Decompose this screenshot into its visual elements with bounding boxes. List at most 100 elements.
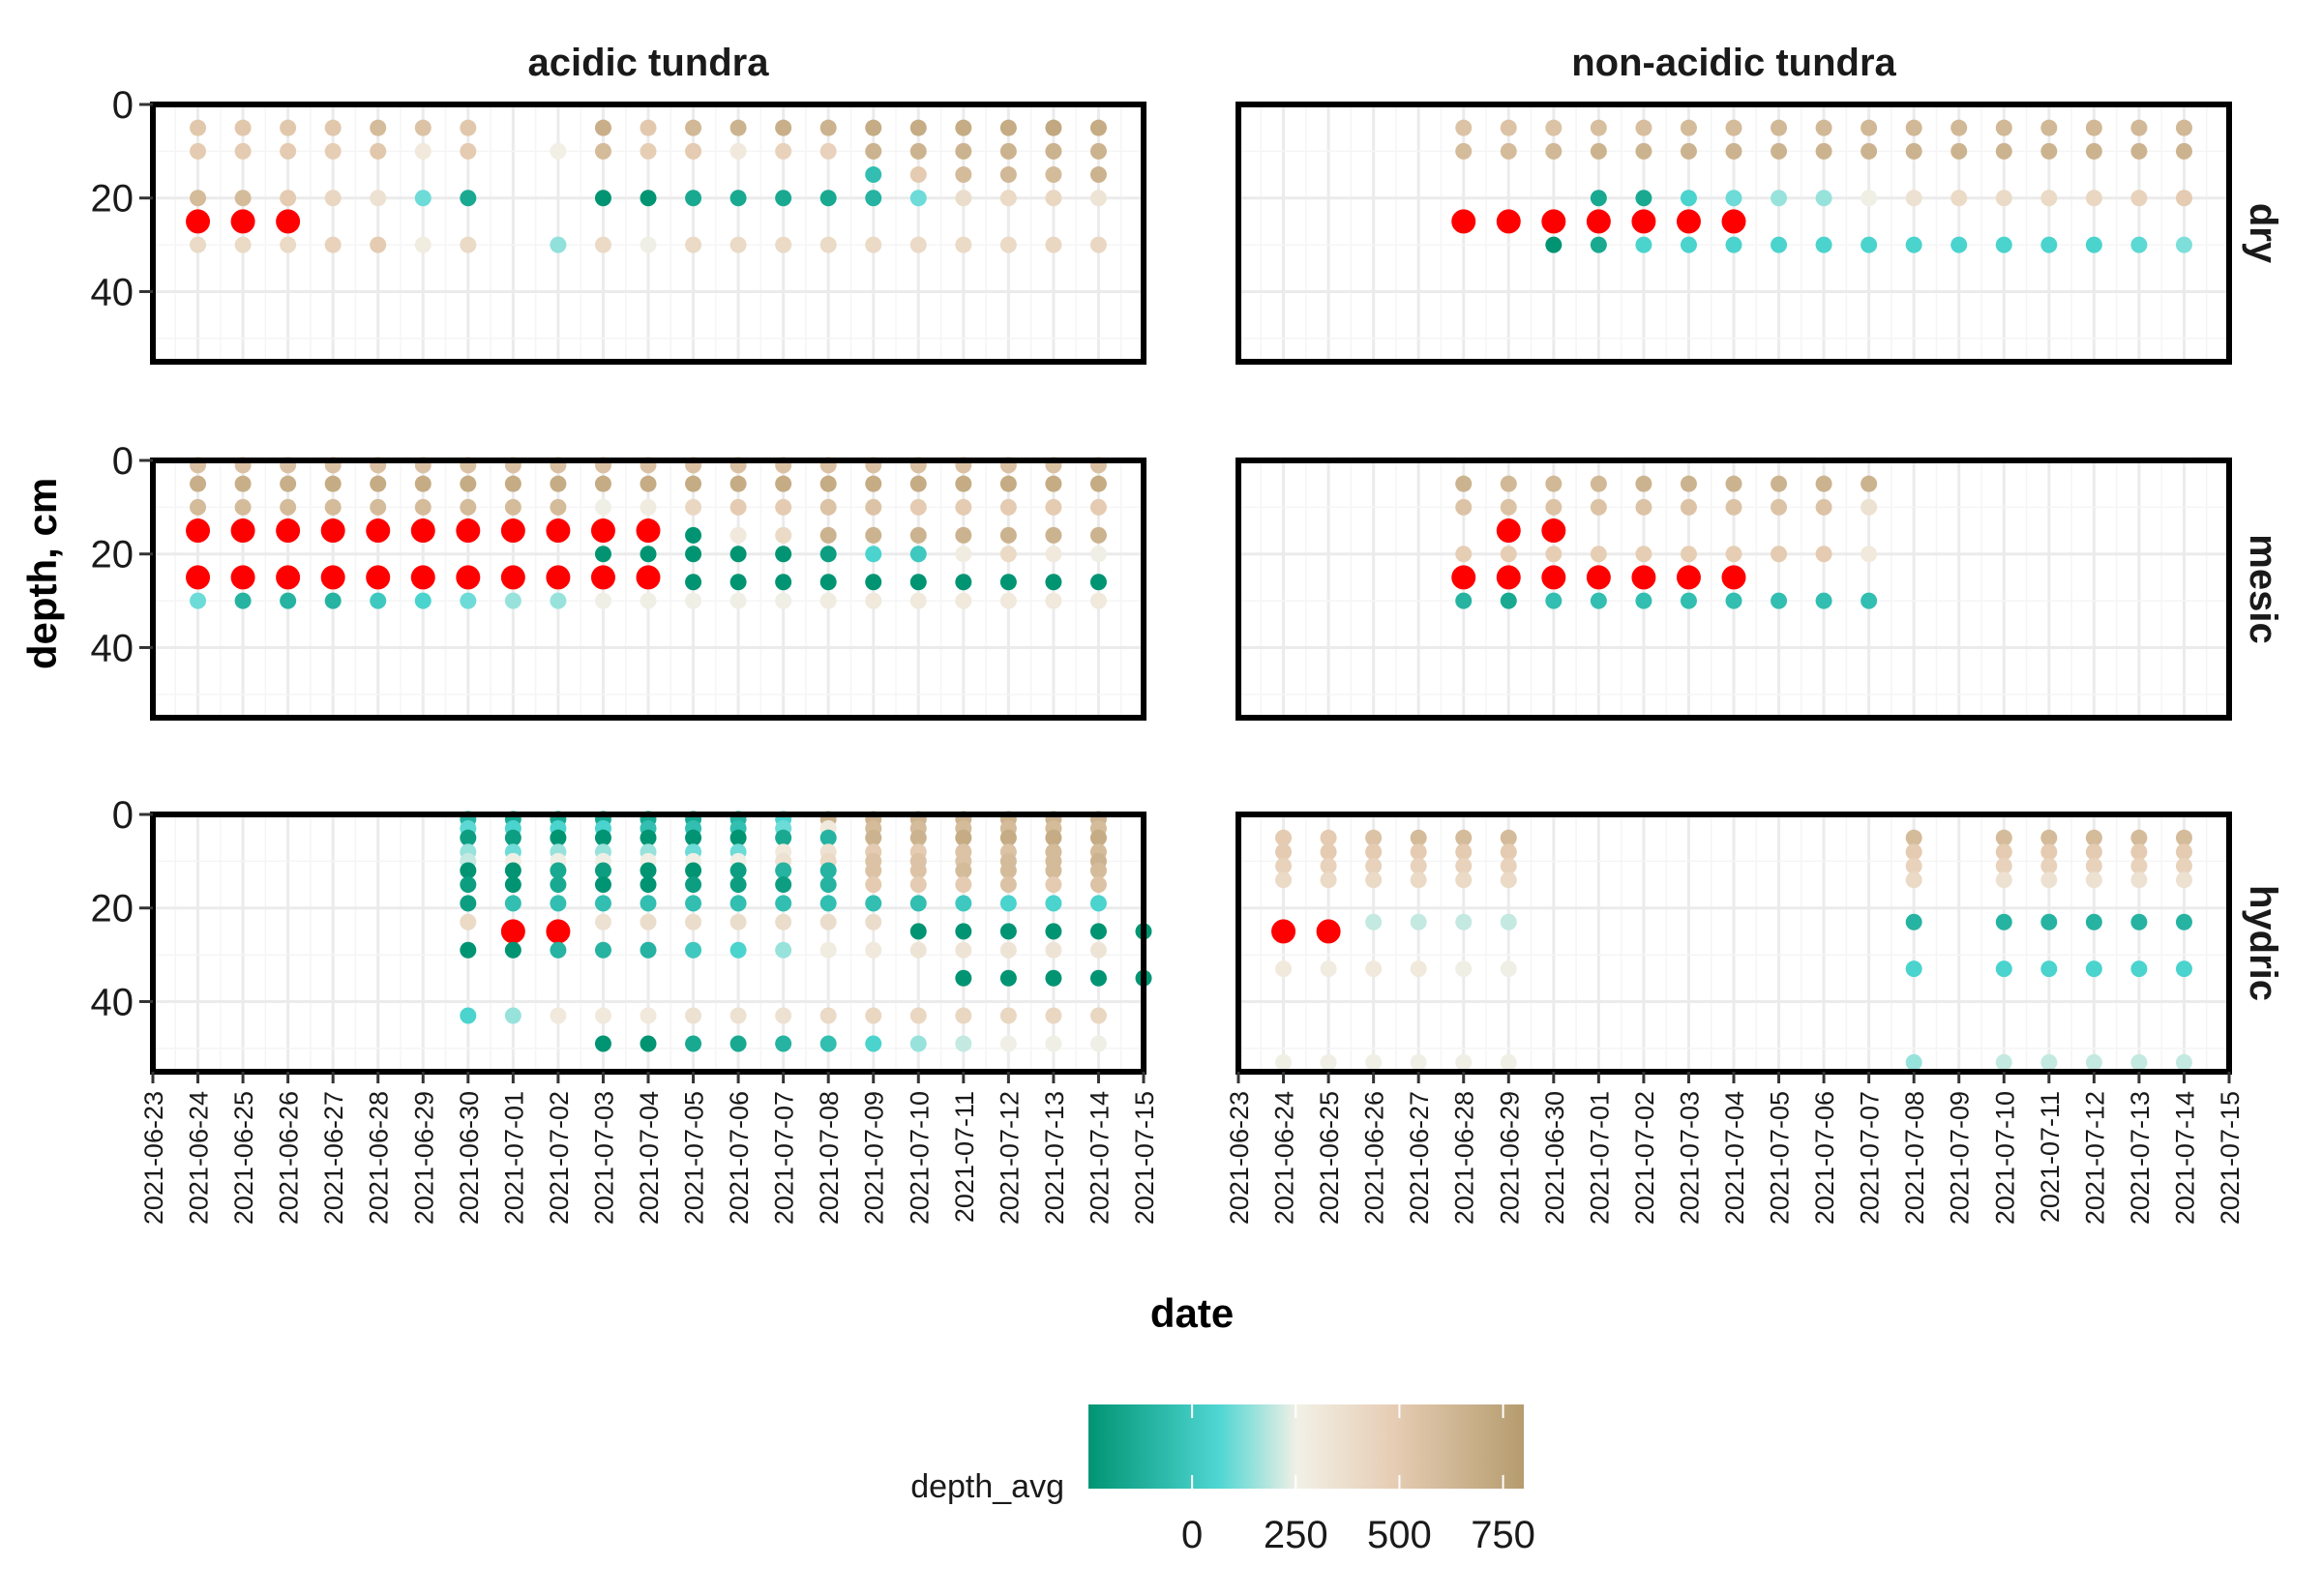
- data-point: [1275, 843, 1293, 861]
- data-point: [2085, 913, 2102, 931]
- panel-border: [1235, 102, 2232, 365]
- data-point: [1905, 961, 1922, 978]
- data-point: [909, 236, 927, 253]
- highlight-point: [1721, 209, 1746, 234]
- data-point: [1045, 236, 1062, 253]
- panels-layer: [150, 102, 2232, 1075]
- data-point: [1680, 546, 1697, 563]
- data-point: [370, 119, 387, 136]
- x-tick-label: 2021-06-27: [319, 1091, 348, 1225]
- data-point: [1861, 546, 1878, 563]
- data-point: [729, 862, 747, 879]
- data-point: [1320, 857, 1337, 874]
- data-point: [775, 895, 792, 912]
- data-point: [1410, 829, 1427, 846]
- data-point: [909, 546, 927, 563]
- data-point: [955, 923, 972, 940]
- data-point: [1455, 872, 1473, 889]
- data-point: [685, 862, 702, 879]
- x-tick-label: 2021-07-07: [1856, 1091, 1885, 1225]
- data-point: [2175, 857, 2192, 874]
- data-point: [1725, 119, 1742, 136]
- data-point: [685, 876, 702, 894]
- data-point: [1500, 872, 1517, 889]
- data-point: [2040, 857, 2058, 874]
- panel-points: [186, 457, 1107, 609]
- data-point: [1089, 969, 1107, 987]
- data-point: [2175, 1053, 2192, 1071]
- data-point: [594, 829, 611, 846]
- data-point: [1815, 142, 1832, 160]
- data-point: [1455, 857, 1473, 874]
- data-point: [2040, 913, 2058, 931]
- data-point: [999, 190, 1017, 207]
- data-point: [865, 592, 882, 609]
- data-point: [865, 829, 882, 846]
- data-point: [1045, 1007, 1062, 1024]
- highlight-point: [1496, 209, 1521, 234]
- data-point: [1995, 913, 2012, 931]
- data-point: [1725, 190, 1742, 207]
- data-point: [504, 862, 521, 879]
- data-point: [2085, 872, 2102, 889]
- x-tick-label: 2021-06-23: [1225, 1091, 1254, 1225]
- data-point: [460, 895, 477, 912]
- data-point: [594, 498, 611, 516]
- data-point: [1590, 142, 1607, 160]
- data-point: [594, 546, 611, 563]
- data-point: [2085, 843, 2102, 861]
- y-tick-label: 0: [112, 794, 134, 837]
- data-point: [999, 592, 1017, 609]
- data-point: [865, 546, 882, 563]
- highlight-point: [1541, 209, 1566, 234]
- data-point: [594, 1007, 611, 1024]
- data-point: [775, 546, 792, 563]
- data-point: [1861, 142, 1878, 160]
- data-point: [865, 475, 882, 492]
- data-point: [190, 475, 207, 492]
- highlight-point: [1541, 518, 1566, 544]
- x-tick-label: 2021-06-28: [365, 1091, 394, 1225]
- data-point: [999, 923, 1017, 940]
- data-point: [1410, 857, 1427, 874]
- x-tick-label: 2021-07-05: [1766, 1091, 1795, 1225]
- data-point: [504, 876, 521, 894]
- legend-tick-label: 0: [1181, 1514, 1203, 1556]
- data-point: [1905, 913, 1922, 931]
- highlight-point: [1451, 209, 1476, 234]
- data-point: [865, 895, 882, 912]
- data-point: [1365, 843, 1383, 861]
- data-point: [1275, 829, 1293, 846]
- data-point: [2130, 872, 2148, 889]
- data-point: [504, 941, 521, 959]
- data-point: [1320, 872, 1337, 889]
- data-point: [955, 119, 972, 136]
- data-point: [955, 166, 972, 184]
- data-point: [280, 119, 297, 136]
- data-point: [1455, 843, 1473, 861]
- data-point: [729, 498, 747, 516]
- data-point: [1905, 119, 1922, 136]
- x-tick-label: 2021-06-25: [229, 1091, 258, 1225]
- data-point: [685, 574, 702, 591]
- highlight-point: [186, 565, 211, 590]
- x-tick-label: 2021-07-14: [2170, 1091, 2199, 1225]
- axes-layer: acidic tundra non-acidic tundra dry mesic hy…: [91, 42, 2285, 1225]
- data-point: [2175, 843, 2192, 861]
- data-point: [775, 119, 792, 136]
- data-point: [370, 236, 387, 253]
- data-point: [234, 592, 252, 609]
- data-point: [955, 969, 972, 987]
- data-point: [1995, 1053, 2012, 1071]
- x-tick-label: 2021-07-06: [725, 1091, 754, 1225]
- data-point: [865, 1035, 882, 1052]
- data-point: [640, 829, 657, 846]
- legend-title: depth_avg: [910, 1468, 1064, 1505]
- data-point: [370, 592, 387, 609]
- data-point: [685, 498, 702, 516]
- data-point: [2085, 190, 2102, 207]
- data-point: [1089, 190, 1107, 207]
- highlight-point: [186, 518, 211, 544]
- data-point: [1725, 498, 1742, 516]
- y-tick-label: 0: [112, 84, 134, 127]
